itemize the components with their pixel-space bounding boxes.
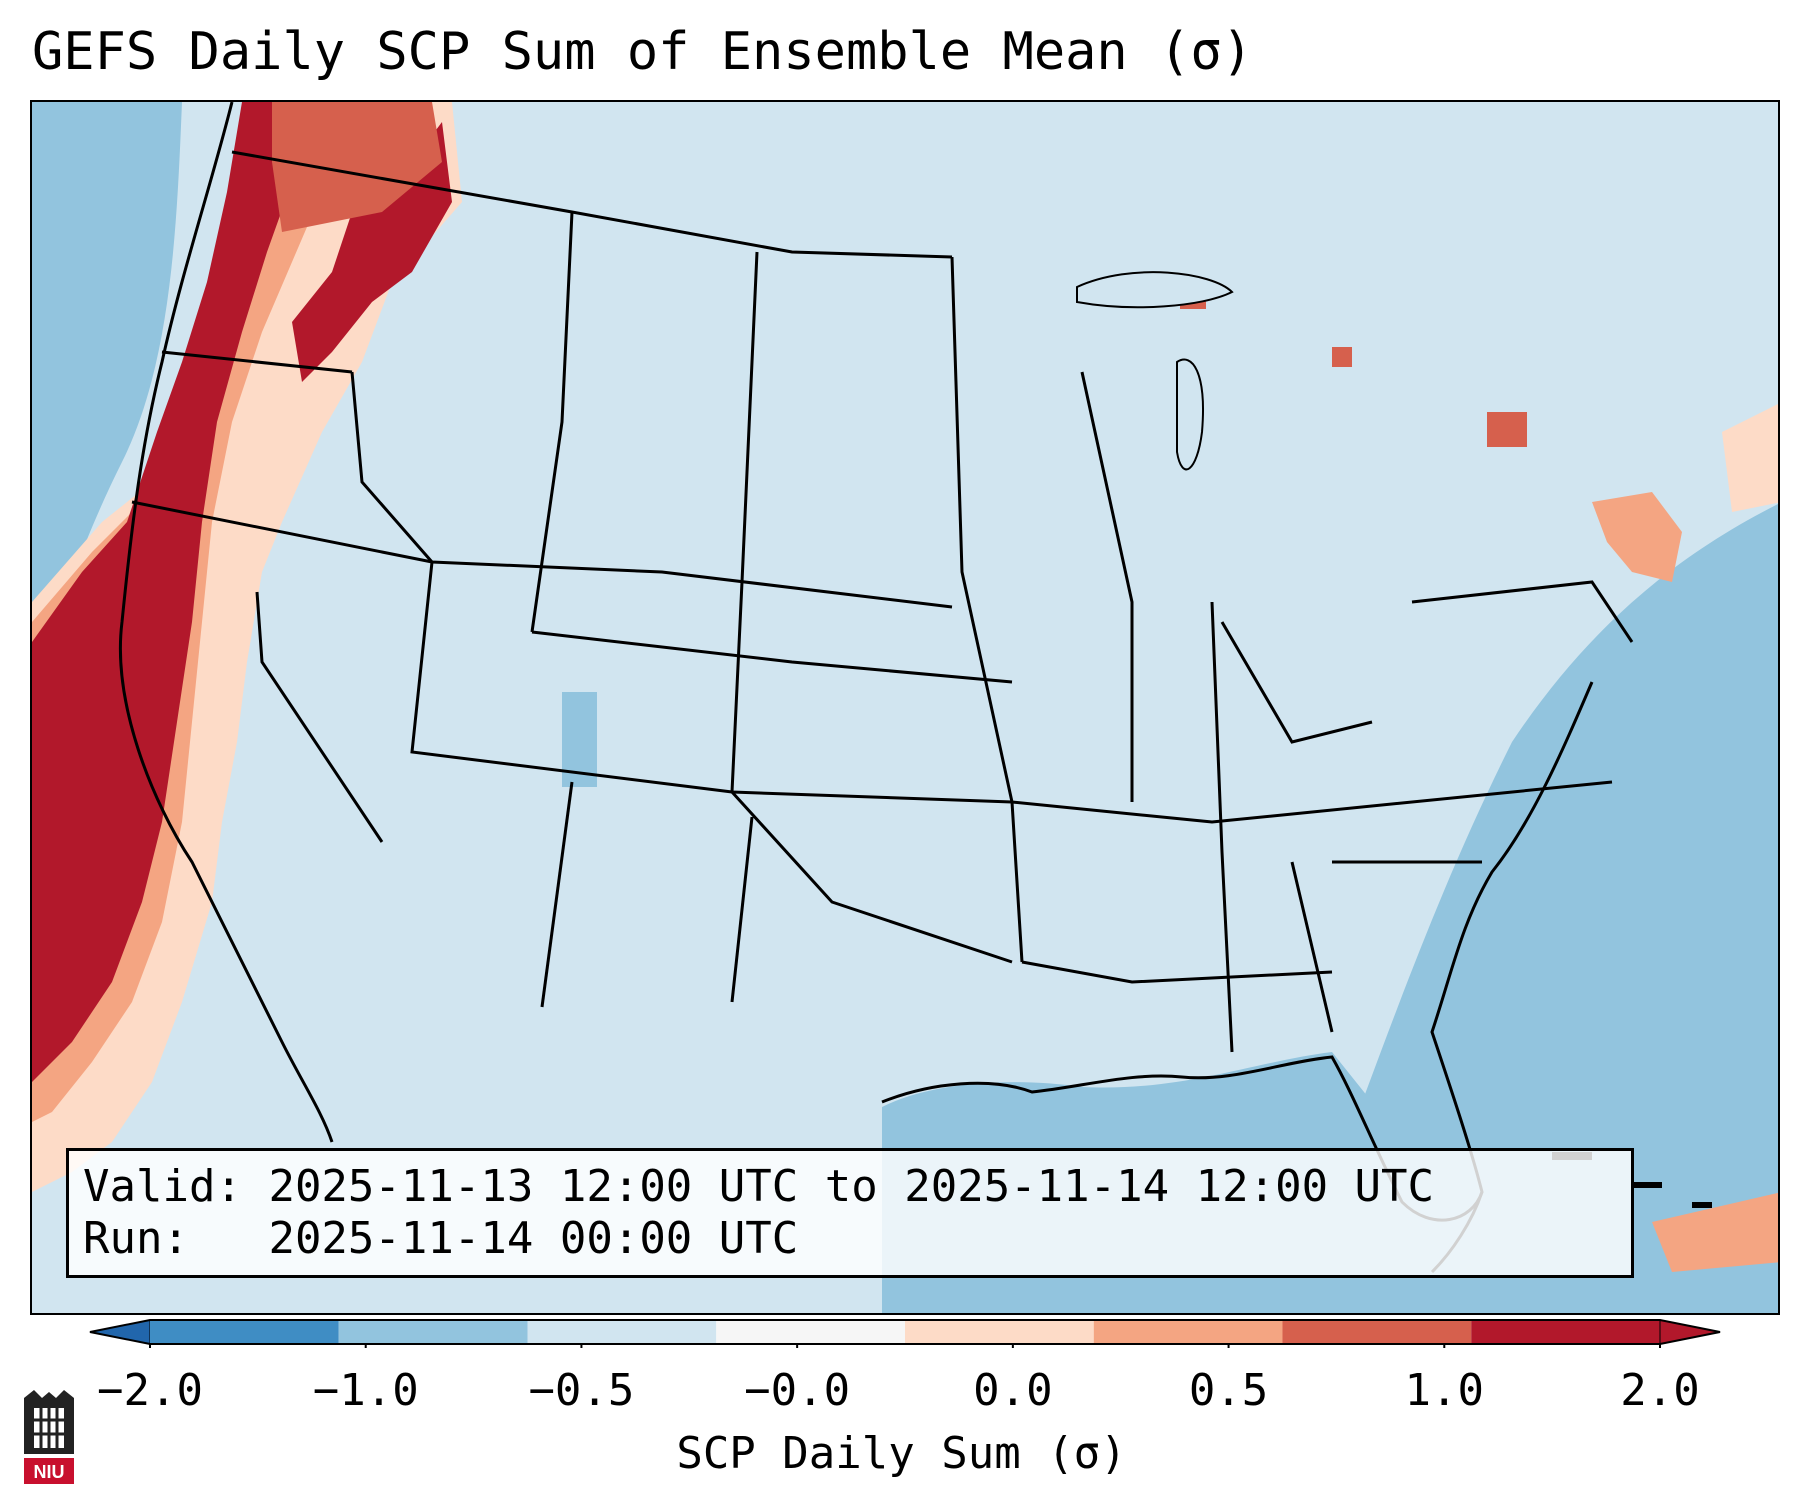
al-ga-border	[1290, 861, 1334, 1033]
pa-border	[1411, 580, 1634, 643]
maine-coast-shading	[1722, 404, 1778, 512]
valid-value: 2025-11-13 12:00 UTC to 2025-11-14 12:00…	[268, 1161, 1435, 1212]
lake-superior	[1076, 271, 1234, 309]
ok-tx-border	[730, 790, 1013, 964]
oh-ky-border	[1220, 621, 1373, 744]
atlantic-ocean-shading	[1332, 504, 1778, 1313]
colorbar-tick-label: −1.0	[312, 1365, 419, 1416]
northern-border	[231, 150, 953, 259]
washington-red	[272, 102, 442, 232]
west-coastline	[118, 102, 334, 1143]
nm-tx-border	[730, 816, 754, 1003]
colorbar-tick-label: 0.5	[1188, 1365, 1269, 1416]
colorbar-tick-label: −0.0	[744, 1365, 851, 1416]
colorbar-segment	[1093, 1320, 1283, 1344]
latitude-42	[131, 500, 953, 609]
colorbar-svg	[89, 1319, 1721, 1348]
west-coast-dark-band	[32, 102, 302, 1082]
colorbar-segment	[150, 1320, 339, 1344]
lake-michigan	[1176, 358, 1204, 471]
run-value: 2025-11-14 00:00 UTC	[268, 1213, 799, 1264]
mt-wy-border	[530, 211, 574, 633]
colorbar-tick-label: −0.5	[528, 1365, 635, 1416]
colorbar-segment	[905, 1320, 1094, 1344]
colorbar-extend-high	[1659, 1319, 1721, 1345]
map-canvas	[32, 102, 1778, 1313]
valid-line: Valid: 2025-11-13 12:00 UTC to 2025-11-1…	[83, 1161, 1617, 1213]
colorbar-segment	[527, 1320, 717, 1344]
new-england-coast-shading	[1592, 492, 1682, 582]
nm-az-border	[540, 781, 574, 1008]
or-wa-border	[161, 350, 353, 374]
colorbar	[70, 1318, 1740, 1348]
scp-map	[30, 100, 1780, 1315]
colorbar-tick-label: 0.0	[973, 1365, 1053, 1416]
info-box: Valid: 2025-11-13 12:00 UTC to 2025-11-1…	[66, 1148, 1634, 1278]
colorbar-segment	[1471, 1320, 1660, 1344]
mn-ia-border	[950, 256, 1024, 963]
ms-al-border	[1021, 960, 1333, 984]
colorbar-extend-low	[89, 1319, 151, 1345]
niu-logo: NIU	[20, 1390, 78, 1486]
state-boundaries	[131, 150, 1634, 1053]
id-border	[350, 371, 434, 563]
tn-ky-border	[1011, 780, 1613, 824]
colorbar-tick-label: 1.0	[1404, 1365, 1485, 1416]
colorbar-segment	[1282, 1320, 1472, 1344]
dakota-border	[730, 251, 759, 793]
ca-nv-border	[255, 591, 384, 843]
valid-label: Valid:	[83, 1161, 242, 1212]
caribbean-shading	[1652, 1192, 1778, 1272]
ms-al-vertical	[1210, 601, 1234, 1053]
colorbar-tick-label: −2.0	[97, 1365, 203, 1416]
wi-il-border	[1080, 371, 1134, 802]
colorbar-label: SCP Daily Sum (σ)	[676, 1428, 1127, 1479]
new-york-spot	[1487, 412, 1527, 447]
colorbar-segment	[716, 1320, 905, 1344]
run-label: Run:	[83, 1213, 189, 1264]
run-line: Run: 2025-11-14 00:00 UTC	[83, 1213, 1617, 1265]
lake-huron-spot	[1332, 347, 1352, 367]
colorbar-segment	[338, 1320, 528, 1344]
logo-text: NIU	[34, 1462, 65, 1482]
map-title: GEFS Daily SCP Sum of Ensemble Mean (σ)	[32, 22, 1253, 82]
latitude-37	[410, 561, 1013, 804]
colorbar-tick-label: 2.0	[1620, 1365, 1700, 1416]
ne-ks-border	[531, 630, 1013, 684]
